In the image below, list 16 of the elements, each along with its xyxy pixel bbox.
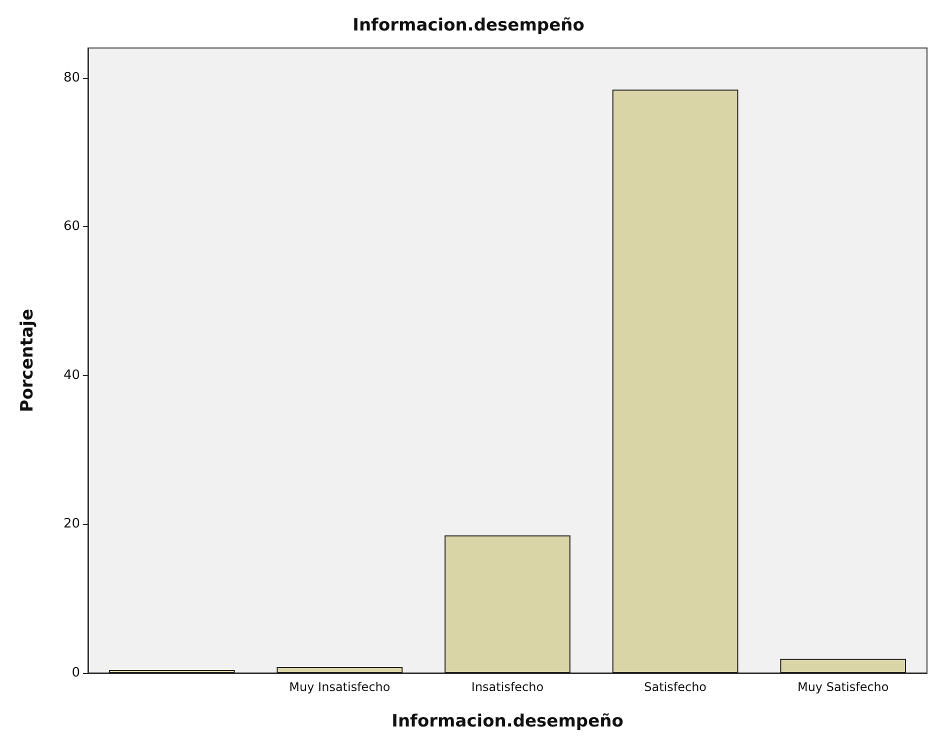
y-tick-label: 20 xyxy=(63,516,80,532)
x-tick-label: Muy Satisfecho xyxy=(797,680,889,694)
x-tick-label: Insatisfecho xyxy=(471,680,544,694)
y-tick-label: 0 xyxy=(72,666,80,680)
bar xyxy=(444,535,570,673)
y-tick-label: 60 xyxy=(63,219,80,234)
y-axis-title: Porcentaje xyxy=(18,308,38,412)
x-axis-title: Informacion.desempeño xyxy=(392,712,624,732)
chart-title: Informacion.desempeño xyxy=(352,16,584,36)
x-tick-label: Muy Insatisfecho xyxy=(289,680,390,694)
bar xyxy=(276,667,403,673)
bar xyxy=(780,658,906,673)
y-tick-label: 80 xyxy=(63,70,80,86)
bar xyxy=(612,90,738,673)
x-tick-label: Satisfecho xyxy=(644,680,707,694)
y-tick-label: 40 xyxy=(63,368,80,383)
